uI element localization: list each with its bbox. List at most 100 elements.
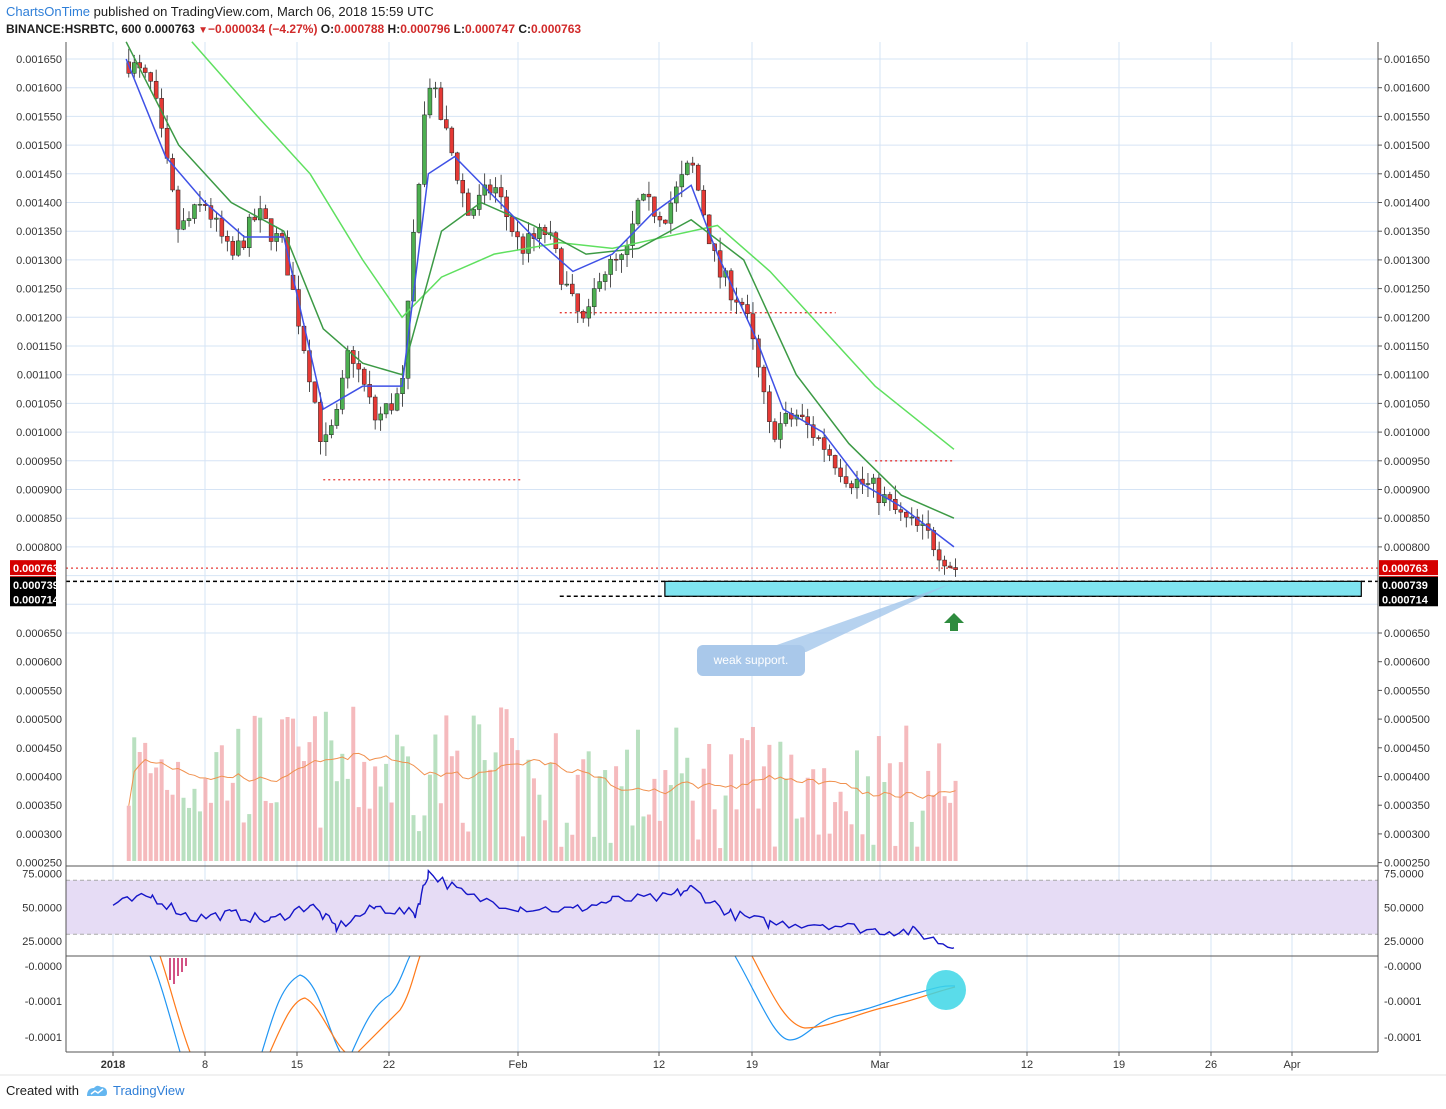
volume-bar xyxy=(614,766,619,861)
volume-bar xyxy=(690,800,695,861)
volume-bar xyxy=(373,766,378,861)
candle-body xyxy=(690,162,695,166)
price-tick-label: 0.001200 xyxy=(16,312,62,324)
volume-bar xyxy=(291,718,296,861)
volume-bar xyxy=(641,816,646,861)
down-arrow-icon: ▼ xyxy=(198,25,209,36)
date-tick-label: 2018 xyxy=(101,1059,125,1071)
price-tick-label: 0.001450 xyxy=(16,169,62,181)
volume-bar xyxy=(367,808,372,861)
volume-bar xyxy=(865,776,870,861)
volume-bar xyxy=(548,763,553,861)
candle-body xyxy=(695,164,701,191)
author-name[interactable]: ChartsOnTime xyxy=(6,4,91,19)
close-label: C: xyxy=(518,22,532,36)
macd-line xyxy=(351,955,411,1053)
candle-body xyxy=(761,366,767,393)
volume-bar xyxy=(438,803,443,861)
candle-body xyxy=(225,236,230,242)
volume-bar xyxy=(876,736,881,861)
price-tick-label: 0.001350 xyxy=(1384,226,1430,238)
volume-bar xyxy=(400,746,405,861)
volume-bar xyxy=(225,800,230,861)
volume-bar xyxy=(427,774,432,861)
price-tick-label: 0.001600 xyxy=(1384,83,1430,95)
candle-body xyxy=(345,350,351,379)
candle-body xyxy=(449,127,455,154)
candle-body xyxy=(805,416,810,426)
created-with-label: Created with xyxy=(6,1083,79,1098)
price-tag-label: 0.000714 xyxy=(13,594,60,606)
volume-bar xyxy=(592,836,597,861)
price-tick-label: 0.000600 xyxy=(1384,657,1430,669)
price-axis-left: 0.001650 0.001600 0.001550 0.001500 0.001450… xyxy=(16,54,62,1044)
volume-bar xyxy=(362,761,367,861)
price-tick-label: 0.000800 xyxy=(1384,542,1430,554)
candle-body xyxy=(186,218,192,221)
candle-body xyxy=(586,306,591,319)
last-price: 0.000763 xyxy=(144,22,195,36)
price-tick-label: 0.001150 xyxy=(17,341,62,353)
candle-body xyxy=(148,72,153,82)
price-tick-label: 0.000450 xyxy=(16,743,62,755)
volume-bar xyxy=(789,754,794,861)
candle-body xyxy=(312,381,318,403)
price-tag xyxy=(1379,591,1438,607)
candle-body xyxy=(257,208,263,221)
price-tick-label: 0.000600 xyxy=(16,657,62,669)
price-tick-label: 0.000950 xyxy=(16,456,62,468)
volume-bar xyxy=(718,848,723,861)
candle-body xyxy=(438,87,444,120)
ohlc-legend: BINANCE:HSRBTC, 600 0.000763 ▼−0.000034 … xyxy=(6,22,581,36)
candle-body xyxy=(509,216,515,233)
tradingview-link[interactable]: TradingView xyxy=(112,1083,185,1098)
volume-bar xyxy=(455,750,460,861)
volume-bar xyxy=(307,742,312,861)
ema-slow-line xyxy=(191,41,955,450)
volume-bar xyxy=(586,751,591,861)
candle-body xyxy=(356,363,361,370)
annotation-layer[interactable]: weak support. xyxy=(697,584,966,1010)
date-tick-label: 26 xyxy=(1205,1059,1217,1071)
price-tick-label: 0.000350 xyxy=(16,800,62,812)
volume-bar xyxy=(871,844,876,861)
volume-bar xyxy=(181,797,186,861)
price-tick-label: 0.000650 xyxy=(1384,628,1430,640)
price-tick-label: 0.001250 xyxy=(1384,284,1430,296)
volume-bar xyxy=(192,788,197,861)
volume-bar xyxy=(176,761,181,861)
price-tick-label: 0.001450 xyxy=(1384,169,1430,181)
footer: Created with TradingView xyxy=(6,1083,185,1098)
price-tick-label: 0.000850 xyxy=(16,513,62,525)
weak-support-callout[interactable] xyxy=(697,645,805,676)
volume-bar xyxy=(531,778,536,861)
volume-bar xyxy=(488,769,493,861)
price-tick-label: 0.001350 xyxy=(16,226,62,238)
price-tick-label: 0.001300 xyxy=(16,255,62,267)
candle-body xyxy=(783,413,789,424)
volume-bar xyxy=(395,734,400,861)
candle-body xyxy=(372,396,378,421)
volume-bar xyxy=(340,753,345,861)
price-tag xyxy=(10,591,56,607)
publish-header: ChartsOnTime published on TradingView.co… xyxy=(6,4,434,19)
date-tick-label: 22 xyxy=(383,1059,395,1071)
volume-bar xyxy=(942,796,947,861)
support-zone-layer[interactable] xyxy=(664,580,1362,597)
volume-bar xyxy=(553,733,558,861)
candle-body xyxy=(329,425,334,435)
candle-body xyxy=(816,437,821,439)
symbol-label: BINANCE:HSRBTC, 600 xyxy=(6,22,142,36)
candle-body xyxy=(465,192,471,216)
volume-bar xyxy=(822,768,827,861)
rsi-tick-label: 75.0000 xyxy=(22,869,62,881)
rsi-line xyxy=(112,869,955,950)
volume-bar xyxy=(241,822,246,861)
volume-bar xyxy=(301,761,306,861)
candle-body xyxy=(657,216,663,221)
candle-body xyxy=(460,180,466,194)
rsi-tick-label: 50.0000 xyxy=(1384,902,1424,914)
published-text: published on TradingView.com, March 06, … xyxy=(90,4,434,19)
volume-bar xyxy=(696,839,701,861)
